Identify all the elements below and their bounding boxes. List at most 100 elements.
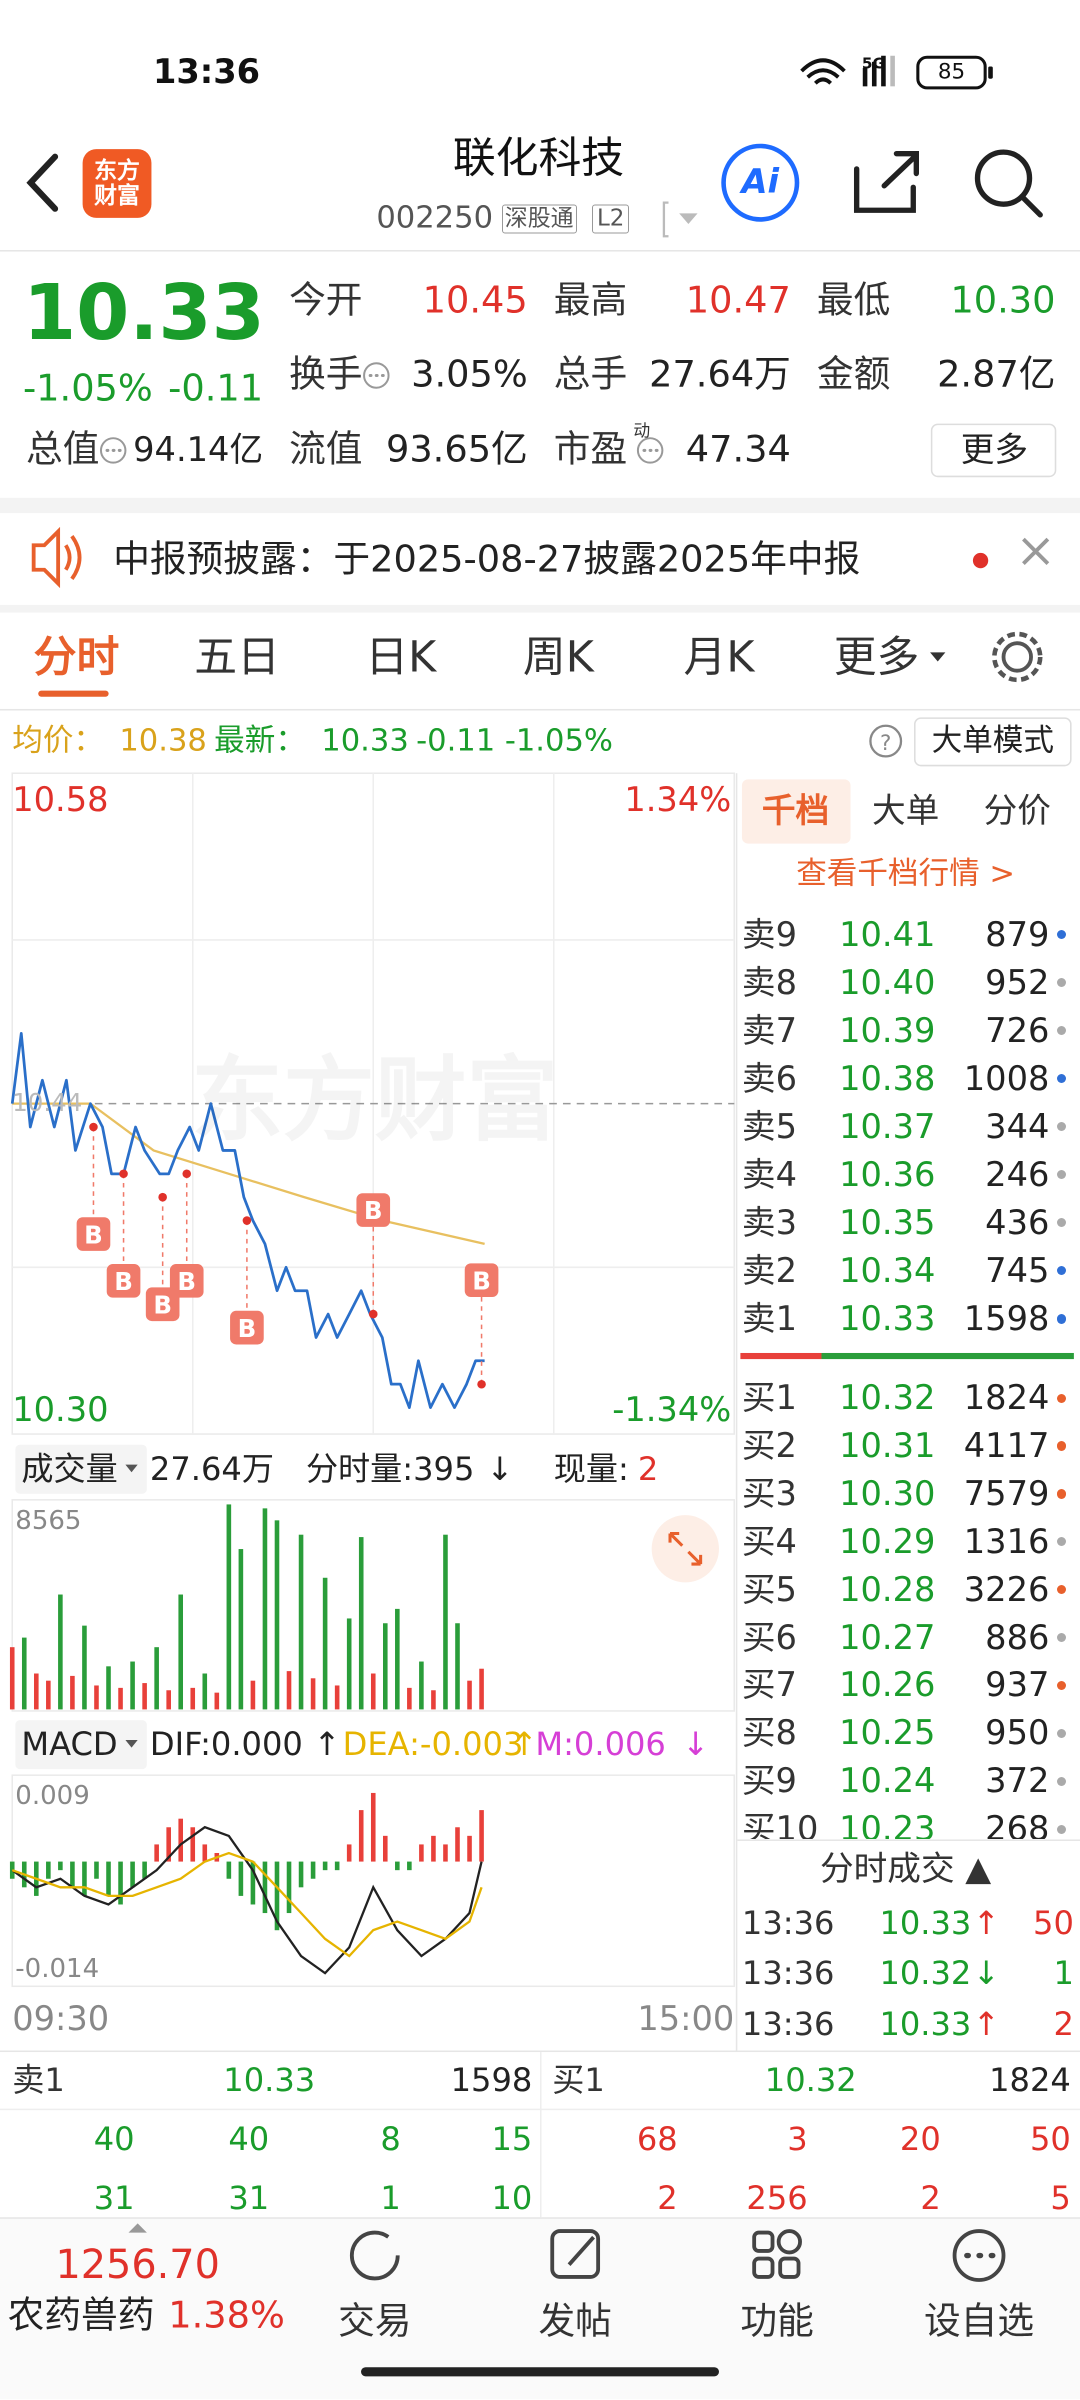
function-icon <box>752 2256 775 2279</box>
pct-tick-label: 1.34% <box>624 780 732 820</box>
book-tab[interactable]: 千档 <box>761 790 830 830</box>
signal-icon <box>890 55 895 87</box>
book-tab[interactable]: 大单 <box>871 790 940 830</box>
chart-tab[interactable]: 五日 <box>194 632 280 683</box>
trade-direction: ↑ <box>972 2004 1000 2043</box>
back-icon[interactable] <box>26 153 59 212</box>
function-icon[interactable] <box>752 2230 775 2253</box>
nav-item[interactable]: 交易 <box>338 2299 412 2343</box>
ask-queue-size: 1 <box>380 2179 401 2218</box>
divider <box>0 2217 1080 2219</box>
macd-bar <box>190 1827 196 1862</box>
watchlist-icon[interactable] <box>952 2229 1006 2282</box>
ai-label[interactable]: Ai <box>741 162 780 202</box>
book-price: 10.38 <box>839 1058 936 1098</box>
last-pct: -1.05% <box>504 723 613 759</box>
field-value: 27.64万 <box>649 352 791 396</box>
divider <box>540 2052 542 2218</box>
big-order-button[interactable] <box>914 717 1072 767</box>
chart-tab[interactable]: 日K <box>365 632 437 683</box>
book-dot <box>1057 1537 1067 1547</box>
divider <box>737 1839 1080 1841</box>
logo-bg <box>82 149 152 218</box>
book-price: 10.40 <box>839 962 936 1002</box>
minute-volume-arrow: ↓ <box>486 1449 514 1488</box>
macd-bar <box>370 1792 376 1862</box>
ask-queue-size: 8 <box>380 2119 401 2158</box>
book-dot <box>1057 1314 1067 1324</box>
book-volume: 1598 <box>963 1299 1050 1339</box>
book-volume: 372 <box>985 1761 1050 1801</box>
chart-tab[interactable]: 月K <box>683 632 755 683</box>
chart-tab[interactable]: 分时 <box>33 632 120 683</box>
volume-bar <box>202 1673 208 1710</box>
search-icon[interactable] <box>974 149 1033 207</box>
field-label: 金额 <box>816 352 891 396</box>
settings-icon-teeth <box>992 631 1043 683</box>
trade-direction: ↑ <box>972 1903 1000 1942</box>
help-mark: ? <box>880 731 891 756</box>
buy-marker <box>464 1263 499 1298</box>
nav-item[interactable]: 设自选 <box>923 2299 1035 2343</box>
sector-name[interactable]: 农药兽药 <box>7 2293 155 2337</box>
chart-frame <box>11 1774 736 1988</box>
status-time: 13:36 <box>152 52 261 92</box>
macd-bar <box>238 1861 244 1896</box>
buy-marker-dot <box>368 1309 378 1319</box>
trades-title[interactable]: 分时成交 ▲ <box>820 1849 992 1889</box>
volume-selector[interactable] <box>15 1444 147 1494</box>
book-ratio-bid <box>821 1352 1074 1360</box>
big-order-mode[interactable]: 大单模式 <box>931 723 1054 759</box>
field-label: 最高 <box>553 279 628 322</box>
share-icon[interactable] <box>853 150 919 213</box>
field-superscript: 动 <box>633 420 651 441</box>
macd-selector[interactable] <box>15 1720 147 1770</box>
nav-item[interactable]: 发帖 <box>538 2299 612 2343</box>
chart-tab[interactable]: 更多 <box>833 632 920 683</box>
last-price: 10.33 <box>22 268 265 358</box>
settings-icon[interactable] <box>1001 641 1033 673</box>
macd-bar <box>479 1810 484 1862</box>
book-level: 买6 <box>741 1617 797 1657</box>
book-tab[interactable]: 分价 <box>983 790 1051 830</box>
sector-pct[interactable]: 1.38% <box>168 2293 285 2337</box>
macd-bar <box>298 1861 304 1888</box>
bid-queue-size: 20 <box>899 2119 941 2158</box>
book-price: 10.27 <box>839 1617 936 1657</box>
volume-bar <box>250 1680 256 1710</box>
volume-bar <box>358 1537 364 1710</box>
book-level: 卖9 <box>741 914 797 954</box>
volume-bar <box>274 1520 280 1710</box>
macd-bar <box>142 1861 147 1879</box>
macd-bar <box>286 1861 292 1914</box>
help-icon[interactable] <box>869 724 903 758</box>
field-value: 10.30 <box>950 279 1056 322</box>
chart-tab[interactable]: 周K <box>522 632 594 683</box>
book-volume: 3226 <box>963 1569 1050 1609</box>
volume-bar <box>382 1623 388 1710</box>
divider <box>0 708 1080 711</box>
ai-button[interactable] <box>721 143 800 222</box>
close-icon[interactable] <box>1022 537 1050 565</box>
book-volume: 937 <box>985 1665 1050 1705</box>
macd-bar <box>130 1861 135 1888</box>
trade-price: 10.32 <box>879 1954 972 1993</box>
more-button-label[interactable]: 更多 <box>960 429 1028 469</box>
book-link[interactable]: 查看千档行情 > <box>796 856 1015 892</box>
post-icon[interactable] <box>550 2229 601 2279</box>
nav-item[interactable]: 功能 <box>740 2299 814 2343</box>
book-volume: 1824 <box>963 1378 1050 1418</box>
trade-icon[interactable] <box>349 2230 400 2281</box>
sector-index[interactable]: 1256.70 <box>55 2241 220 2288</box>
book-volume: 1316 <box>963 1521 1050 1561</box>
volume-bar <box>395 1608 400 1710</box>
y-tick-label: 10.58 <box>12 780 109 820</box>
macd-bar <box>226 1861 232 1879</box>
expand-button[interactable] <box>651 1515 719 1583</box>
trade-volume: 50 <box>1033 1903 1074 1942</box>
volume-bar <box>214 1692 220 1710</box>
buy-marker <box>106 1264 141 1298</box>
more-button[interactable] <box>930 423 1057 478</box>
book-volume: 436 <box>985 1203 1050 1243</box>
dropdown-icon[interactable] <box>679 213 698 225</box>
